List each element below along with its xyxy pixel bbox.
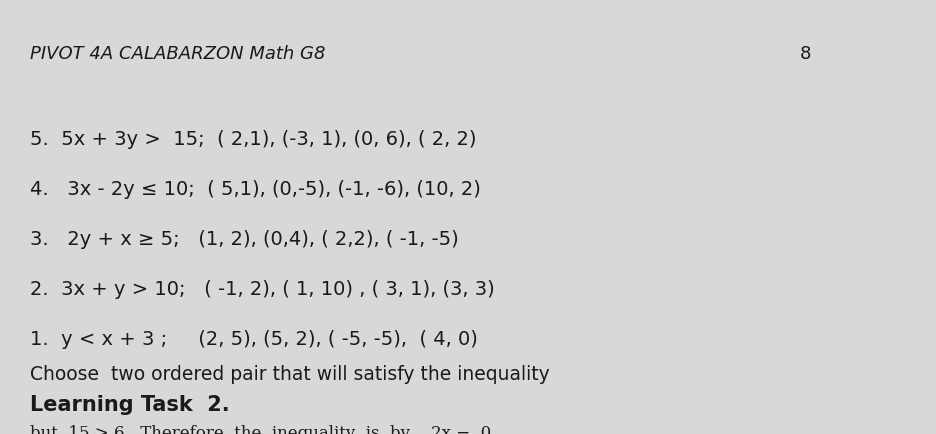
Text: 2.  3x + y > 10;   ( -1, 2), ( 1, 10) , ( 3, 1), (3, 3): 2. 3x + y > 10; ( -1, 2), ( 1, 10) , ( 3… [30, 279, 495, 298]
Text: 1.  y < x + 3 ;     (2, 5), (5, 2), ( -5, -5),  ( 4, 0): 1. y < x + 3 ; (2, 5), (5, 2), ( -5, -5)… [30, 329, 478, 348]
Text: 5.  5x + 3y >  15;  ( 2,1), (-3, 1), (0, 6), ( 2, 2): 5. 5x + 3y > 15; ( 2,1), (-3, 1), (0, 6)… [30, 130, 476, 149]
Text: 3.   2y + x ≥ 5;   (1, 2), (0,4), ( 2,2), ( -1, -5): 3. 2y + x ≥ 5; (1, 2), (0,4), ( 2,2), ( … [30, 230, 459, 248]
Text: Learning Task  2.: Learning Task 2. [30, 394, 229, 414]
Text: PIVOT 4A CALABARZON Math G8: PIVOT 4A CALABARZON Math G8 [30, 45, 326, 63]
Text: 8: 8 [800, 45, 812, 63]
Text: Choose  two ordered pair that will satisfy the inequality: Choose two ordered pair that will satisf… [30, 364, 549, 383]
Text: but  15 > 6.  Therefore  the  inequality  is  by    2x −  0.: but 15 > 6. Therefore the inequality is … [30, 424, 496, 434]
Text: 4.   3x - 2y ≤ 10;  ( 5,1), (0,-5), (-1, -6), (10, 2): 4. 3x - 2y ≤ 10; ( 5,1), (0,-5), (-1, -6… [30, 180, 481, 198]
